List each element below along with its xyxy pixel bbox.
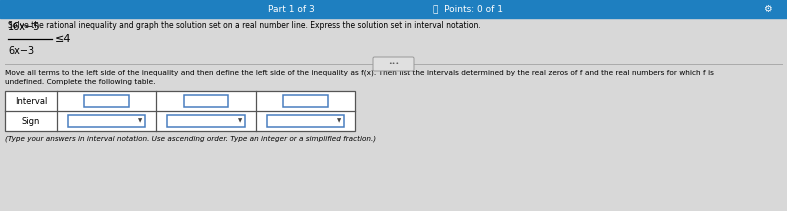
Text: ≤4: ≤4 — [55, 34, 72, 43]
Text: 16x−5: 16x−5 — [8, 23, 40, 32]
Text: ▼: ▼ — [337, 119, 342, 123]
Bar — [0, 0, 787, 18]
Text: 6x−3: 6x−3 — [8, 46, 34, 55]
Bar — [5, 91, 355, 131]
Text: ▼: ▼ — [139, 119, 142, 123]
Text: ⓘ  Points: 0 of 1: ⓘ Points: 0 of 1 — [433, 4, 503, 14]
Bar — [68, 115, 146, 127]
Text: (Type your answers in interval notation. Use ascending order. Type an integer or: (Type your answers in interval notation.… — [5, 135, 376, 142]
Text: Move all terms to the left side of the inequality and then define the left side : Move all terms to the left side of the i… — [5, 69, 714, 76]
Text: ▼: ▼ — [238, 119, 242, 123]
Text: Solve the rational inequality and graph the solution set on a real number line. : Solve the rational inequality and graph … — [8, 21, 481, 30]
Bar — [168, 115, 245, 127]
Text: Interval: Interval — [15, 96, 47, 106]
Text: •••: ••• — [388, 61, 399, 66]
Text: undefined. Complete the following table.: undefined. Complete the following table. — [5, 79, 156, 85]
Text: ⚙: ⚙ — [763, 4, 772, 14]
Bar — [84, 95, 129, 107]
Bar — [267, 115, 344, 127]
Bar — [183, 95, 228, 107]
Text: Sign: Sign — [22, 116, 40, 126]
Text: Part 1 of 3: Part 1 of 3 — [268, 4, 315, 14]
FancyBboxPatch shape — [373, 57, 414, 71]
Bar — [283, 95, 327, 107]
